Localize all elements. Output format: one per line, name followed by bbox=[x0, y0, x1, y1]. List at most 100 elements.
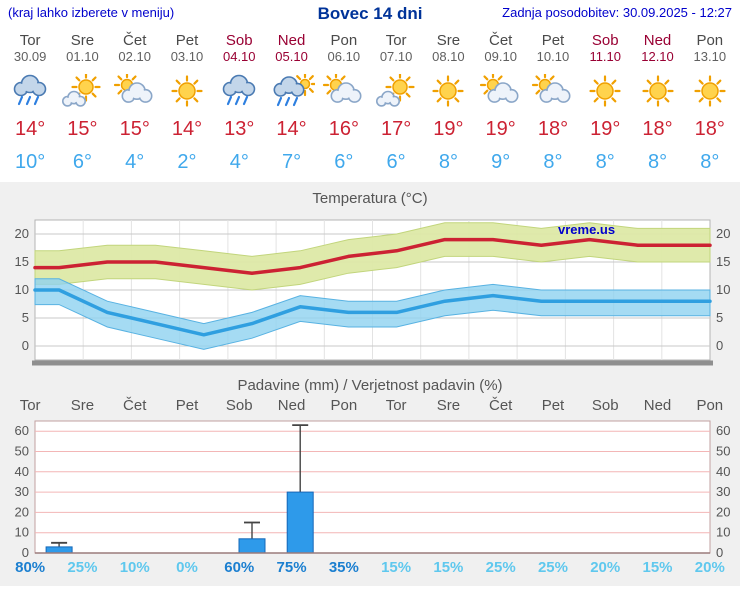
precipitation-chart: 0 0 10 10 20 20 30 30 40 40 50 50 60 60 bbox=[0, 415, 740, 560]
precip-day-label: Tor bbox=[19, 397, 41, 414]
day-name: Sob bbox=[225, 32, 253, 49]
max-temperature: 17° bbox=[380, 118, 412, 140]
max-temperature: 14° bbox=[15, 118, 46, 140]
precipitation-probability: 20% bbox=[590, 559, 621, 576]
day-name: Čet bbox=[489, 32, 513, 49]
partly-cloudy-icon bbox=[109, 72, 161, 112]
day-column: Ned 12.10 18° 8° bbox=[631, 28, 683, 174]
max-temperature: 15° bbox=[119, 118, 150, 140]
precipitation-probability: 15% bbox=[433, 559, 464, 576]
day-date: 02.10 bbox=[118, 49, 151, 64]
precip-day-label: Pet bbox=[541, 397, 565, 414]
precip-day-row: Tor Sre Čet Pet Sob Ned Pon Tor Sre Čet Pet Sob Ned P… bbox=[0, 397, 740, 414]
precip-day-label: Ned bbox=[643, 397, 672, 414]
day-column: Pon 13.10 18° 8° bbox=[684, 28, 736, 174]
day-date: 30.09 bbox=[13, 49, 47, 64]
day-date: 06.10 bbox=[327, 49, 361, 64]
min-temperature: 4° bbox=[125, 151, 145, 173]
svg-text:0: 0 bbox=[22, 338, 29, 353]
min-temperature: 4° bbox=[229, 151, 249, 173]
precipitation-probability: 25% bbox=[537, 559, 568, 576]
day-column: Ned 05.10 14° 7° bbox=[265, 28, 317, 174]
sunny-icon bbox=[579, 72, 631, 112]
day-name: Tor bbox=[385, 32, 407, 49]
min-temperature: 10° bbox=[15, 151, 46, 173]
rain-icon bbox=[4, 72, 56, 112]
day-name: Pon bbox=[696, 32, 724, 49]
svg-text:10: 10 bbox=[15, 282, 29, 297]
day-name: Tor bbox=[19, 32, 41, 49]
rain-icon bbox=[213, 72, 265, 112]
svg-text:10: 10 bbox=[15, 525, 29, 540]
svg-text:10: 10 bbox=[716, 525, 730, 540]
page-title: Bovec 14 dni bbox=[317, 4, 423, 23]
precip-day-label: Pon bbox=[330, 397, 358, 414]
day-column: Pet 10.10 18° 8° bbox=[527, 28, 579, 174]
svg-text:20: 20 bbox=[15, 504, 29, 519]
sunny-icon bbox=[161, 72, 213, 112]
svg-text:50: 50 bbox=[716, 444, 730, 459]
forecast-strip: Tor 30.09 14° 10° Sre 01.10 15° 6° Čet 02.10 15° 4°… bbox=[0, 26, 740, 182]
day-column: Čet 09.10 19° 9° bbox=[475, 28, 527, 174]
precip-day-label: Sre bbox=[436, 397, 461, 414]
svg-text:40: 40 bbox=[716, 464, 730, 479]
min-temperature: 6° bbox=[72, 151, 92, 173]
day-date: 12.10 bbox=[641, 49, 674, 64]
svg-text:60: 60 bbox=[15, 423, 29, 438]
max-temperature: 18° bbox=[642, 118, 673, 140]
last-update: Zadnja posodobitev: 30.09.2025 - 12:27 bbox=[502, 5, 732, 20]
min-temperature: 8° bbox=[647, 151, 668, 173]
svg-text:0: 0 bbox=[22, 545, 29, 557]
precip-day-label: Sre bbox=[70, 397, 95, 414]
menu-hint: (kraj lahko izberete v meniju) bbox=[8, 5, 175, 20]
day-column: Tor 07.10 17° 6° bbox=[370, 28, 422, 174]
sunny-icon bbox=[631, 72, 683, 112]
max-temperature: 18° bbox=[537, 118, 569, 140]
precipitation-probability: 25% bbox=[67, 559, 98, 576]
partly-cloudy-icon bbox=[318, 72, 370, 112]
day-name: Pet bbox=[541, 32, 565, 49]
min-temperature: 8° bbox=[595, 151, 615, 173]
day-date: 05.10 bbox=[275, 49, 308, 64]
min-temperature: 6° bbox=[334, 151, 354, 173]
precipitation-probability: 15% bbox=[381, 559, 412, 576]
weather-forecast-page: (kraj lahko izberete v meniju) Bovec 14 … bbox=[0, 4, 740, 586]
day-name: Ned bbox=[277, 32, 306, 49]
day-name: Sre bbox=[436, 32, 461, 49]
max-temperature: 19° bbox=[485, 118, 516, 140]
svg-text:30: 30 bbox=[15, 484, 29, 499]
precipitation-probability: 25% bbox=[485, 559, 516, 576]
day-date: 04.10 bbox=[222, 49, 256, 64]
max-temperature: 15° bbox=[67, 118, 98, 140]
svg-text:0: 0 bbox=[716, 338, 723, 353]
min-temperature: 8° bbox=[700, 151, 720, 173]
svg-text:50: 50 bbox=[15, 444, 29, 459]
max-temperature: 16° bbox=[328, 118, 359, 140]
day-name: Čet bbox=[123, 32, 147, 49]
min-temperature: 7° bbox=[281, 151, 302, 173]
precipitation-probability: 80% bbox=[15, 559, 46, 576]
svg-text:5: 5 bbox=[22, 310, 29, 325]
charts-panel: Temperatura (°C) 0 0 5 5 10 10 15 15 20 20 vreme.u… bbox=[0, 182, 740, 586]
precip-day-label: Pon bbox=[696, 397, 724, 414]
precipitation-probability: 20% bbox=[694, 559, 725, 576]
precipitation-probability: 75% bbox=[276, 559, 307, 576]
day-date: 01.10 bbox=[66, 49, 99, 64]
sunny-icon bbox=[684, 72, 736, 112]
svg-text:15: 15 bbox=[15, 254, 29, 269]
day-date: 13.10 bbox=[693, 49, 727, 64]
svg-text:20: 20 bbox=[716, 504, 730, 519]
svg-text:10: 10 bbox=[716, 282, 730, 297]
precipitation-probability: 60% bbox=[224, 559, 255, 576]
temperature-chart-title: Temperatura (°C) bbox=[312, 190, 428, 207]
partly-cloudy-icon bbox=[527, 72, 579, 112]
day-name: Pet bbox=[175, 32, 199, 49]
svg-text:15: 15 bbox=[716, 254, 730, 269]
min-temperature: 2° bbox=[177, 151, 197, 173]
min-temperature: 9° bbox=[491, 151, 511, 173]
mostly-sunny-icon bbox=[56, 72, 108, 112]
day-name: Ned bbox=[643, 32, 672, 49]
max-temperature: 19° bbox=[433, 118, 464, 140]
max-temperature: 14° bbox=[171, 118, 203, 140]
day-column: Sre 01.10 15° 6° bbox=[56, 28, 108, 174]
